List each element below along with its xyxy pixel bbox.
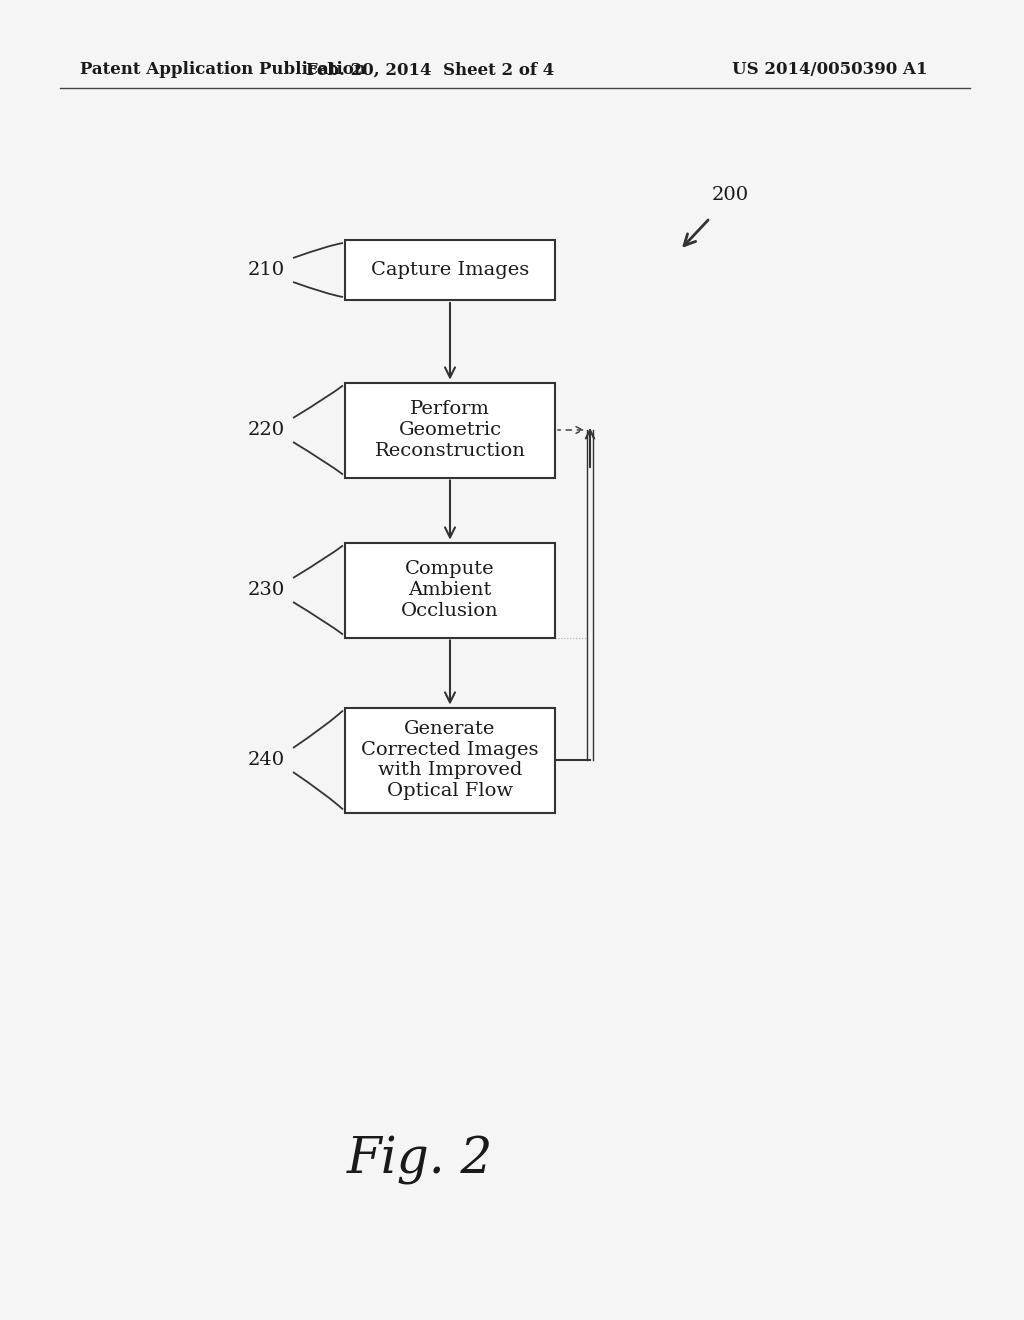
FancyBboxPatch shape: [345, 708, 555, 813]
Text: Generate
Corrected Images
with Improved
Optical Flow: Generate Corrected Images with Improved …: [361, 719, 539, 800]
Text: Compute
Ambient
Occlusion: Compute Ambient Occlusion: [401, 560, 499, 620]
FancyBboxPatch shape: [345, 543, 555, 638]
Text: Patent Application Publication: Patent Application Publication: [80, 62, 366, 78]
Text: US 2014/0050390 A1: US 2014/0050390 A1: [732, 62, 928, 78]
FancyBboxPatch shape: [345, 240, 555, 300]
Text: 230: 230: [248, 581, 285, 599]
Text: Perform
Geometric
Reconstruction: Perform Geometric Reconstruction: [375, 400, 525, 459]
FancyBboxPatch shape: [345, 383, 555, 478]
Text: 240: 240: [248, 751, 285, 770]
Text: 210: 210: [248, 261, 285, 279]
Text: Feb. 20, 2014  Sheet 2 of 4: Feb. 20, 2014 Sheet 2 of 4: [306, 62, 554, 78]
Text: Capture Images: Capture Images: [371, 261, 529, 279]
Text: 200: 200: [712, 186, 749, 205]
Text: Fig. 2: Fig. 2: [347, 1135, 494, 1185]
Text: 220: 220: [248, 421, 285, 440]
